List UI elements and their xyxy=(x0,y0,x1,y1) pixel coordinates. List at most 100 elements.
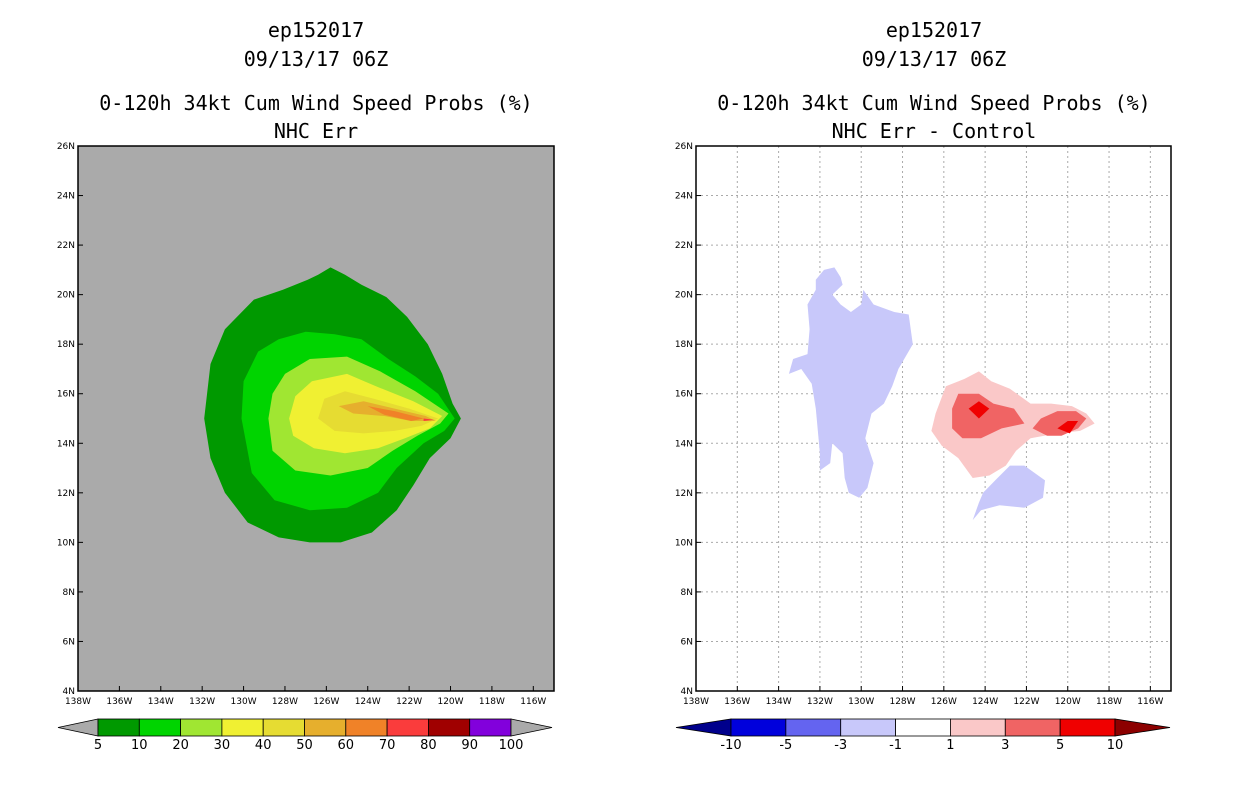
colorbar-label: 90 xyxy=(461,738,478,753)
y-tick-label: 6N xyxy=(681,637,693,647)
contour-level-5 xyxy=(1057,421,1079,434)
x-tick-label: 128W xyxy=(272,697,298,707)
colorbar-start-arrow xyxy=(57,718,99,737)
colorbar-swatch xyxy=(304,718,347,737)
right-datetime: 09/13/17 06Z xyxy=(861,47,1007,71)
colorbar-label: -5 xyxy=(779,738,792,753)
plot-background xyxy=(696,146,1171,691)
left-storm-id: ep152017 xyxy=(267,18,365,42)
x-tick-label: 118W xyxy=(479,697,505,707)
y-tick-label: 18N xyxy=(675,340,693,350)
x-tick-label: 116W xyxy=(1137,697,1163,707)
colorbar-label: -3 xyxy=(834,738,847,753)
left-datetime: 09/13/17 06Z xyxy=(243,47,389,71)
x-tick-label: 132W xyxy=(807,697,833,707)
colorbar-swatch xyxy=(950,718,1006,737)
colorbar-swatch xyxy=(180,718,223,737)
y-tick-label: 6N xyxy=(63,637,75,647)
x-tick-label: 138W xyxy=(683,697,709,707)
contour-level-70 xyxy=(423,418,434,421)
x-tick-label: 124W xyxy=(355,697,381,707)
y-tick-label: 12N xyxy=(57,489,75,499)
left-chart-subtitle: NHC Err xyxy=(273,119,359,143)
y-tick-label: 22N xyxy=(675,241,693,251)
x-tick-label: 124W xyxy=(972,697,998,707)
y-tick-label: 8N xyxy=(681,588,693,598)
y-tick-label: 26N xyxy=(57,142,75,152)
y-tick-label: 22N xyxy=(57,241,75,251)
colorbar-swatch xyxy=(785,718,842,737)
colorbar: 5 10 20 30 40 50 60 70 80 90 100 xyxy=(57,718,553,753)
y-tick-label: 24N xyxy=(57,192,75,202)
x-tick-label: 136W xyxy=(724,697,750,707)
y-tick-label: 24N xyxy=(675,192,693,202)
y-tick-label: 26N xyxy=(675,142,693,152)
plot-frame xyxy=(695,145,1172,692)
colorbar-label: 30 xyxy=(214,738,231,753)
colorbar-swatch xyxy=(1004,718,1061,737)
colorbar-swatch xyxy=(138,718,182,737)
colorbar-swatch xyxy=(730,718,787,737)
x-tick-label: 120W xyxy=(1055,697,1081,707)
y-tick-label: 12N xyxy=(675,489,693,499)
x-tick-label: 130W xyxy=(848,697,874,707)
x-tick-label: 120W xyxy=(437,697,463,707)
x-tick-label: 134W xyxy=(148,697,174,707)
x-tick-label: 118W xyxy=(1096,697,1122,707)
colorbar-swatch xyxy=(345,718,388,737)
y-tick-label: 4N xyxy=(63,687,75,697)
colorbar-end-arrow xyxy=(510,718,553,737)
x-tick-label: 132W xyxy=(189,697,215,707)
y-tick-label: 14N xyxy=(675,439,693,449)
y-tick-label: 10N xyxy=(675,538,693,548)
colorbar-label: 10 xyxy=(131,738,148,753)
y-tick-label: 4N xyxy=(681,687,693,697)
colorbar-start-arrow xyxy=(675,718,732,737)
right-storm-id: ep152017 xyxy=(885,18,983,42)
colorbar-label: 20 xyxy=(172,738,189,753)
colorbar-label: 50 xyxy=(296,738,313,753)
colorbar: -10 -5 -3 -1 1 3 5 10 xyxy=(675,718,1171,753)
panel-right: 138W 136W 134W 132W 130W 128W 126W 124W 122W 120W… xyxy=(675,142,1172,753)
contour-level-3 xyxy=(952,393,1025,439)
x-tick-label: 122W xyxy=(396,697,422,707)
colorbar-swatch xyxy=(221,718,264,737)
x-tick-label: 122W xyxy=(1013,697,1039,707)
contour-level-5 xyxy=(968,401,990,419)
x-tick-label: 126W xyxy=(931,697,957,707)
colorbar-swatch xyxy=(1059,718,1116,737)
x-tick-label: 116W xyxy=(520,697,546,707)
left-chart-title: 0-120h 34kt Cum Wind Speed Probs (%) xyxy=(99,91,533,115)
y-tick-label: 20N xyxy=(675,291,693,301)
colorbar-label: 5 xyxy=(1056,738,1064,753)
right-chart-title: 0-120h 34kt Cum Wind Speed Probs (%) xyxy=(717,91,1151,115)
colorbar-label: 100 xyxy=(499,738,524,753)
panel-left: 138W 136W 134W 132W 130W 128W 126W 124W 122W 120W… xyxy=(57,142,555,753)
contour-level-3 xyxy=(1032,411,1087,436)
colorbar-swatch xyxy=(469,718,512,737)
colorbar-swatch xyxy=(386,718,429,737)
y-tick-label: 14N xyxy=(57,439,75,449)
x-tick-label: 126W xyxy=(313,697,339,707)
y-tick-label: 10N xyxy=(57,538,75,548)
colorbar-label: -10 xyxy=(720,738,741,753)
colorbar-swatch xyxy=(427,718,471,737)
plot-frame xyxy=(77,145,555,692)
colorbar-label: 70 xyxy=(379,738,396,753)
colorbar-swatch xyxy=(840,718,896,737)
x-tick-label: 128W xyxy=(889,697,915,707)
colorbar-end-arrow xyxy=(1114,718,1171,737)
x-tick-label: 138W xyxy=(65,697,91,707)
colorbar-label: 60 xyxy=(338,738,355,753)
colorbar-swatch xyxy=(97,718,140,737)
colorbar-label: 1 xyxy=(946,738,954,753)
y-tick-label: 8N xyxy=(63,588,75,598)
x-tick-label: 136W xyxy=(106,697,132,707)
y-tick-label: 18N xyxy=(57,340,75,350)
colorbar-label: 10 xyxy=(1107,738,1124,753)
contour-level-neg1 xyxy=(972,465,1045,521)
y-tick-label: 20N xyxy=(57,291,75,301)
colorbar-label: 80 xyxy=(420,738,437,753)
contour-level-neg1 xyxy=(788,267,913,498)
